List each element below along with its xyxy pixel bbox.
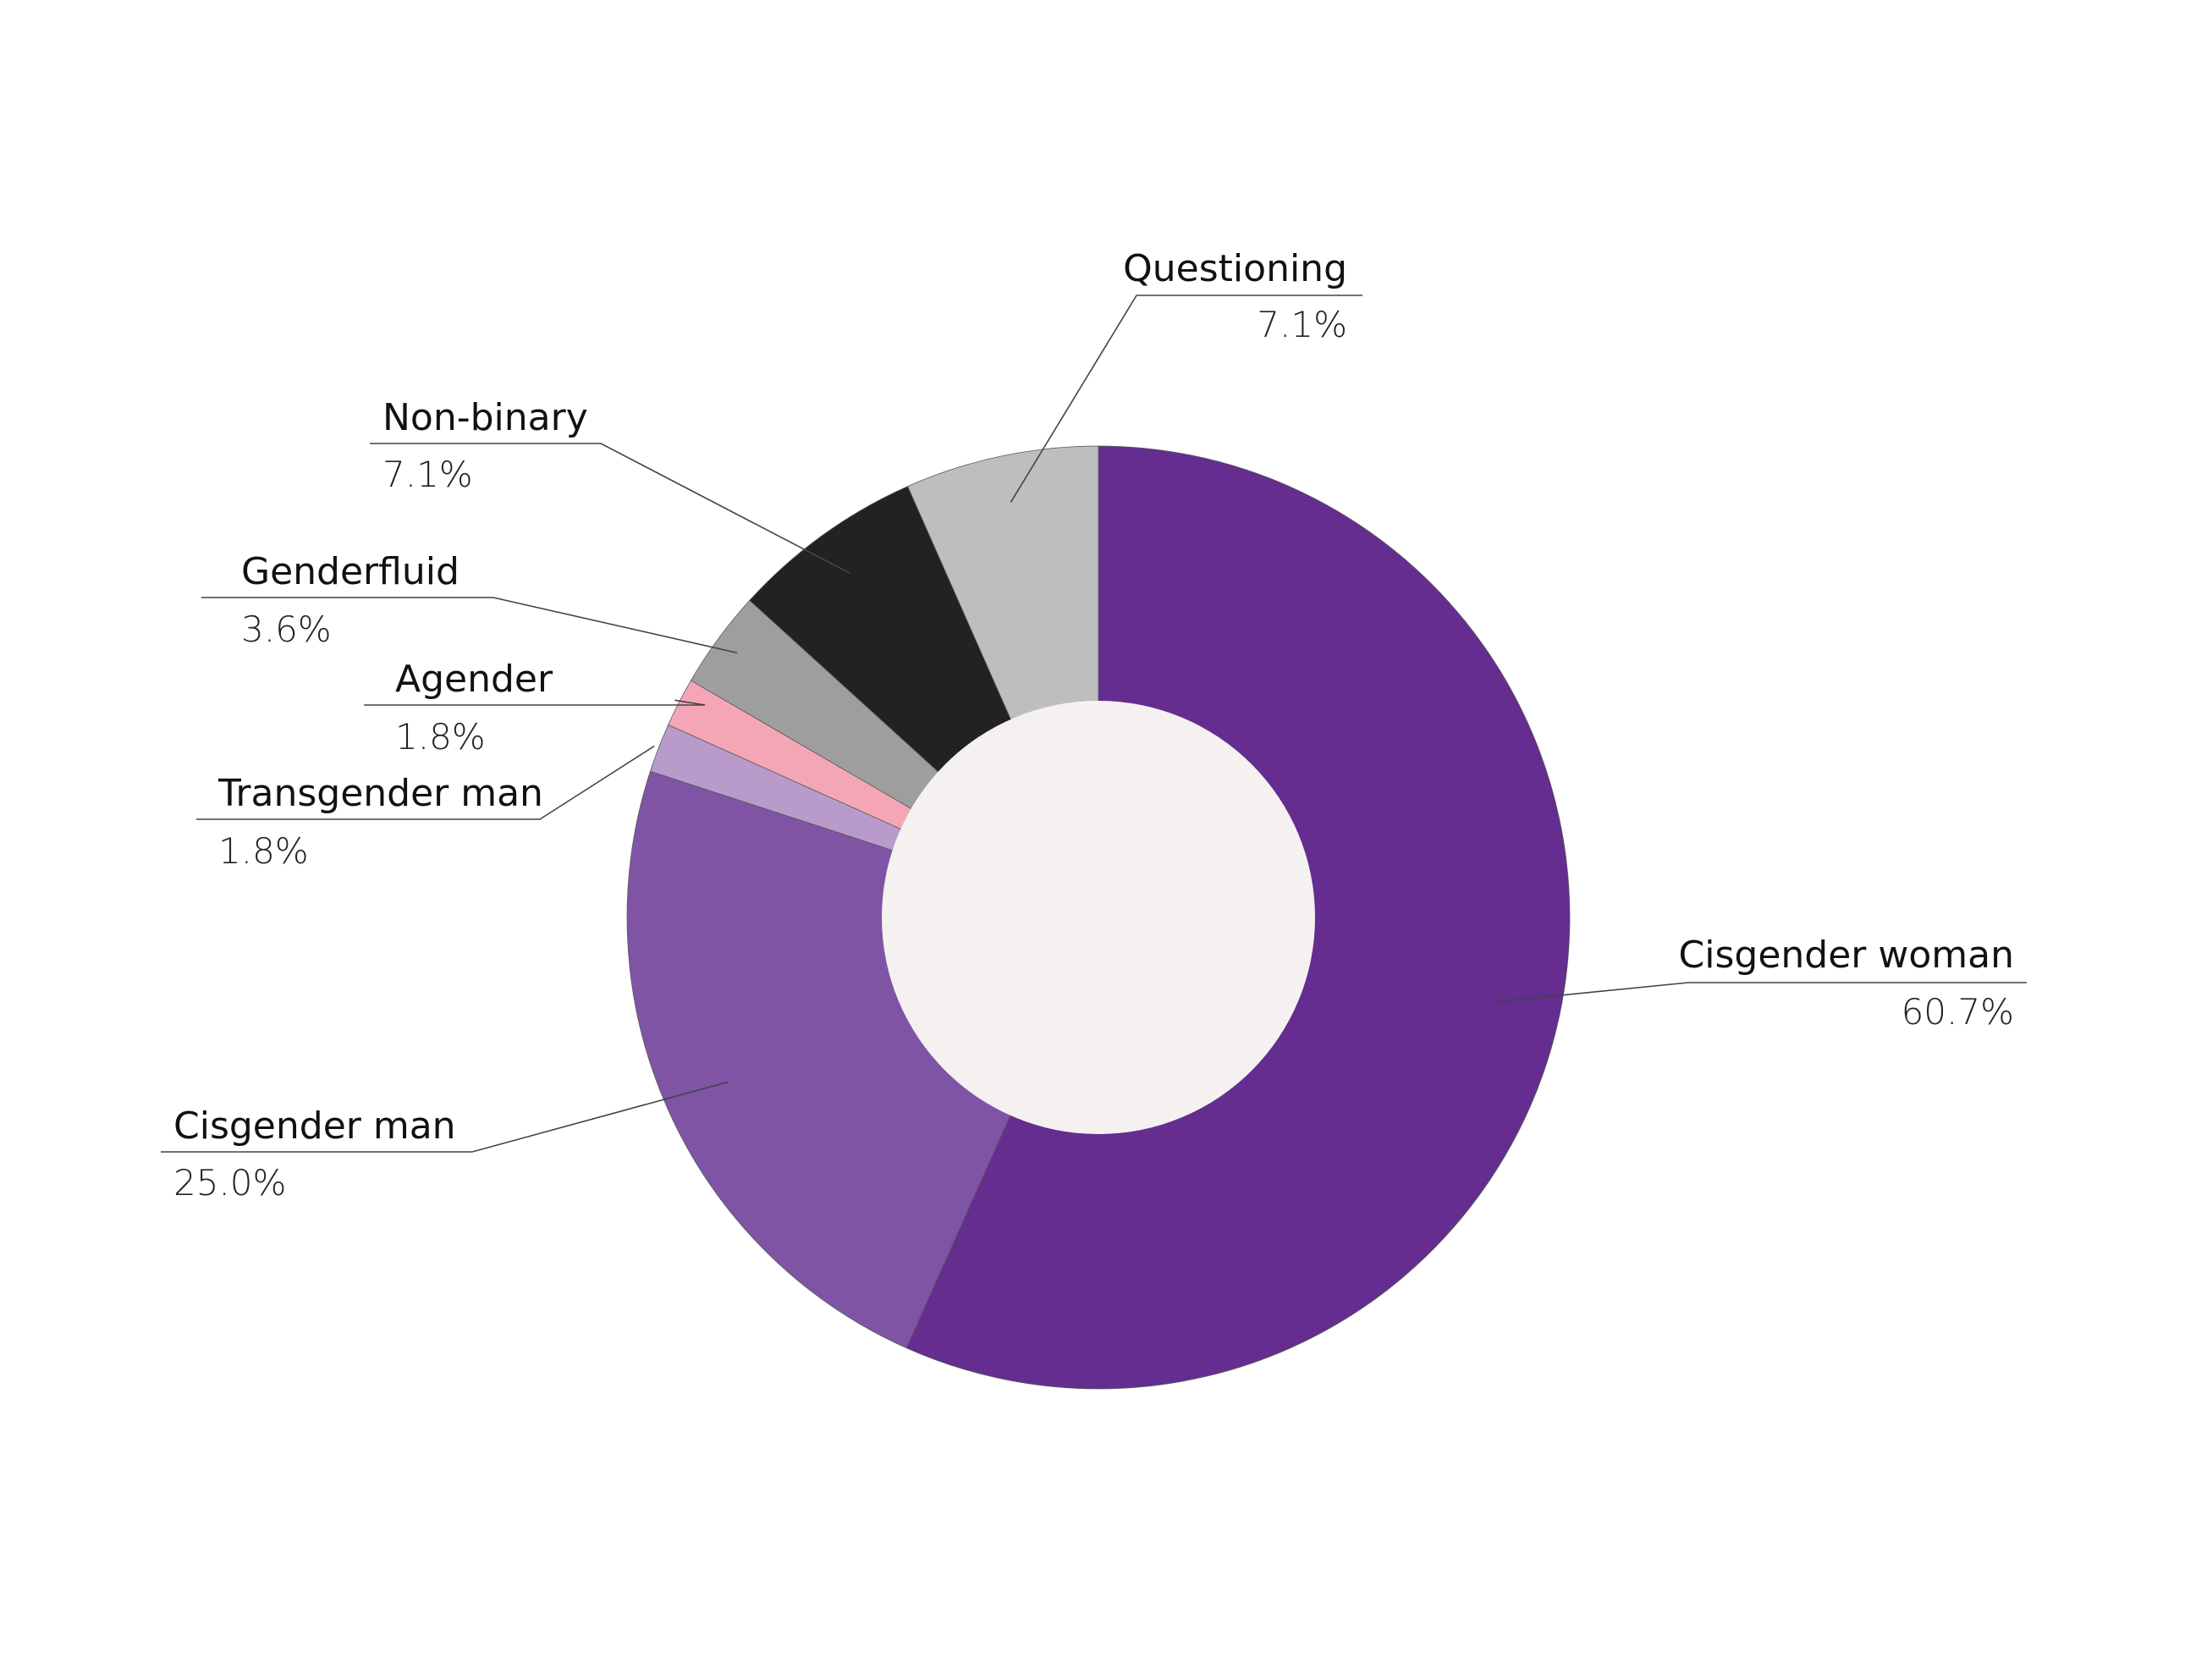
slice-value-label: 1.8% xyxy=(218,830,309,872)
slice-label: Non-binary xyxy=(383,396,588,439)
slice-value-label: 3.6% xyxy=(241,609,332,650)
chart-labels: Cisgender woman 60.7% Cisgender man 25.0% Tr… xyxy=(161,247,2027,1204)
donut-hole xyxy=(882,701,1315,1134)
leader-line xyxy=(1494,982,2027,1003)
slice-label: Genderfluid xyxy=(241,550,460,593)
slice-value-label: 7.1% xyxy=(383,454,473,495)
slice-value-label: 7.1% xyxy=(1257,304,1347,345)
leader-line xyxy=(161,1081,729,1153)
leader-line xyxy=(201,597,738,654)
leader-line xyxy=(1010,295,1362,503)
slice-value-label: 1.8% xyxy=(395,716,486,757)
slice-label: Agender xyxy=(395,658,553,701)
slice-label: Transgender man xyxy=(217,772,543,815)
slice-value-label: 25.0% xyxy=(173,1162,286,1204)
leader-line xyxy=(364,699,706,706)
leader-line xyxy=(370,443,851,575)
slice-label: Cisgender man xyxy=(173,1104,456,1148)
slice-value-label: 60.7% xyxy=(1902,991,2014,1033)
slice-label: Cisgender woman xyxy=(1679,934,2014,977)
slice-label: Questioning xyxy=(1123,247,1347,290)
leader-line xyxy=(196,745,655,820)
